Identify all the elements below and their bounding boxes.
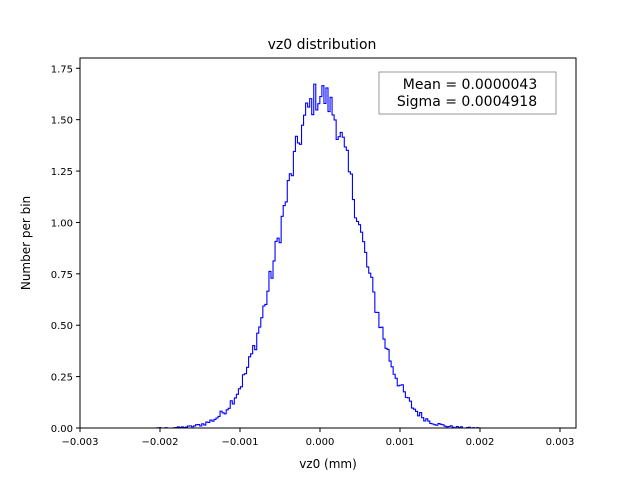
chart-title: vz0 distribution	[268, 37, 377, 53]
stats-box-frame	[378, 71, 557, 115]
stats-sigma: Sigma = 0.0004918	[397, 94, 537, 110]
y-tick-label: 1.50	[51, 116, 73, 127]
x-tick-label: −0.003	[61, 437, 98, 448]
x-tick-label: 0.000	[306, 437, 335, 448]
x-tick-label: 0.002	[466, 437, 495, 448]
y-tick-label: 1.75	[51, 64, 73, 75]
y-tick-label: 0.25	[51, 373, 73, 384]
axes: −0.003 −0.002 −0.001 0.000 0.001 0.002 0.003 0.…	[51, 57, 577, 448]
axes-frame	[79, 57, 577, 429]
y-tick-label: 0.75	[51, 270, 73, 281]
y-tick-label: 0.50	[51, 321, 73, 332]
histogram-series	[104, 83, 552, 429]
y-tick-label: 1.00	[51, 218, 73, 229]
x-tick-label: 0.003	[546, 437, 575, 448]
x-tick-label: −0.001	[221, 437, 258, 448]
y-tick-label: 0.00	[51, 424, 73, 435]
stats-box: Mean = 0.0000043 Sigma = 0.0004918	[378, 71, 557, 115]
y-tick-label: 1.25	[51, 167, 73, 178]
plot-area	[104, 83, 552, 429]
x-tick-label: −0.002	[141, 437, 178, 448]
x-axis-label: vz0 (mm)	[299, 457, 357, 471]
stats-mean: Mean = 0.0000043	[403, 77, 537, 93]
x-tick-label: 0.001	[386, 437, 415, 448]
y-axis-label: Number per bin	[19, 196, 33, 290]
